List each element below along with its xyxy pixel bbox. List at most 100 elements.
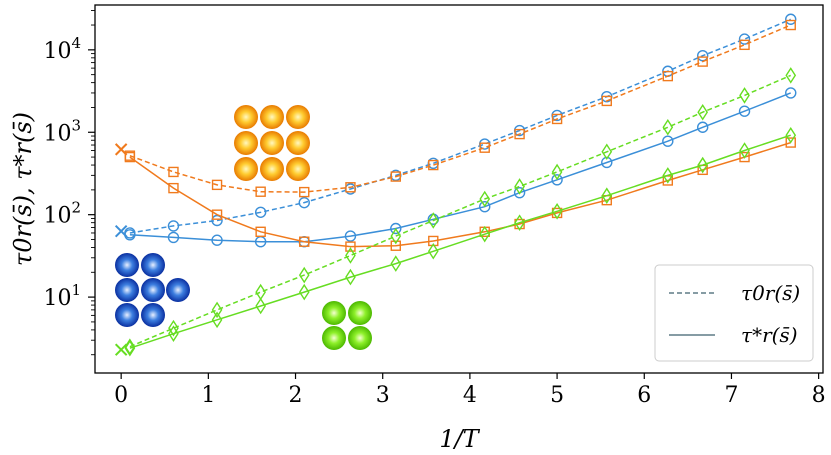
blue-particle <box>141 303 165 327</box>
series-green-dashed <box>124 67 797 356</box>
series-orange-dashed <box>124 19 796 198</box>
y-tick-label: 103 <box>43 116 81 146</box>
legend-label: τ0r(s̄) <box>741 281 800 305</box>
data-point-diamond <box>427 212 439 229</box>
y-tick-base: 10 <box>43 121 71 146</box>
x-tick-label: 0 <box>114 383 128 408</box>
orange-particle <box>234 105 258 129</box>
data-point-square <box>662 70 674 82</box>
x-tick-label: 6 <box>637 383 651 408</box>
data-point-square <box>299 236 310 247</box>
data-point-square <box>345 241 356 252</box>
series-line <box>129 134 791 349</box>
series-layer <box>114 13 797 357</box>
series-orange-solid <box>124 137 796 252</box>
blue-particle <box>115 253 139 277</box>
blue-particle <box>141 278 165 302</box>
data-point-circle <box>662 135 674 147</box>
data-point-square <box>739 39 750 51</box>
legend-box <box>654 264 814 362</box>
axis-labels: 1/T τ0r(s̄), τ*r(s̄) <box>9 112 481 453</box>
x-marker-stroke <box>114 343 128 356</box>
data-point-square <box>211 179 223 191</box>
x-marker-stroke <box>114 143 128 156</box>
data-point-square <box>390 171 401 182</box>
data-point-circle <box>254 206 267 218</box>
data-point-diamond <box>298 266 310 284</box>
data-point-square <box>785 137 796 148</box>
data-point-square <box>697 56 708 67</box>
y-tick-label: 101 <box>43 281 81 311</box>
data-point-diamond <box>390 255 402 272</box>
data-point-square <box>211 209 223 220</box>
data-point-circle <box>390 222 402 235</box>
data-point-circle <box>167 220 180 232</box>
data-point-square <box>479 142 490 153</box>
y-tick-exponent: 4 <box>71 34 81 52</box>
data-point-square <box>390 240 401 251</box>
data-point-diamond <box>298 283 310 301</box>
x-tick-label: 5 <box>550 383 564 408</box>
x-tick-label: 3 <box>376 383 390 408</box>
x-tick-label: 4 <box>463 383 477 408</box>
x-tick-label: 8 <box>812 383 826 408</box>
data-point-diamond <box>697 156 709 174</box>
data-point-diamond <box>601 143 613 161</box>
data-point-diamond <box>427 242 439 260</box>
data-point-diamond <box>785 67 797 84</box>
green-particle <box>322 326 346 350</box>
data-point-diamond <box>211 301 223 319</box>
x-tick-label: 7 <box>724 383 738 408</box>
y-tick-base: 10 <box>43 286 71 311</box>
data-point-diamond <box>345 247 356 264</box>
data-point-diamond <box>514 214 525 231</box>
particle-clusters <box>115 105 372 350</box>
data-point-diamond <box>785 126 797 144</box>
data-point-circle <box>211 234 223 246</box>
data-point-diamond <box>124 338 136 356</box>
x-marker-stroke <box>114 225 128 238</box>
plot-frame <box>94 4 824 374</box>
data-point-diamond <box>662 167 674 184</box>
x-axis-ticks: 0 1 2 3 4 5 6 7 8 <box>114 373 826 408</box>
data-point-diamond <box>662 118 674 136</box>
x-marker-blue <box>114 225 128 238</box>
data-point-diamond <box>255 283 266 301</box>
data-point-circle <box>344 230 357 242</box>
data-point-diamond <box>211 311 223 329</box>
orange-particle <box>234 131 258 155</box>
data-point-diamond <box>479 225 491 243</box>
y-tick-exponent: 2 <box>71 199 81 217</box>
data-point-diamond <box>697 103 709 121</box>
data-point-square <box>299 186 310 198</box>
data-point-circle <box>551 174 563 186</box>
series-line <box>129 141 791 248</box>
x-tick-label: 1 <box>201 383 215 408</box>
blue-particle <box>115 278 139 302</box>
series-blue-dashed <box>124 13 797 239</box>
y-tick-label: 104 <box>43 34 81 64</box>
x-tick-label: 2 <box>289 383 303 408</box>
legend: τ0r(s̄) τ*r(s̄) <box>654 264 814 362</box>
data-point-diamond <box>601 187 613 204</box>
series-green-solid <box>124 126 797 357</box>
blue-particle <box>141 253 165 277</box>
data-point-square <box>601 95 612 107</box>
data-point-circle <box>696 121 709 133</box>
data-point-circle <box>696 49 709 62</box>
green-particle <box>348 326 372 350</box>
orange-particle <box>286 105 310 129</box>
data-point-diamond <box>551 163 563 181</box>
y-tick-base: 10 <box>43 204 71 229</box>
data-point-diamond <box>124 339 136 357</box>
data-point-diamond <box>479 190 491 208</box>
blue-particle <box>115 303 139 327</box>
series-line <box>129 92 791 243</box>
data-point-diamond <box>739 142 750 159</box>
data-point-square <box>785 19 796 31</box>
green-particle <box>322 301 346 325</box>
orange-particle <box>260 105 284 129</box>
data-point-circle <box>785 13 797 25</box>
blue-particle <box>166 278 190 302</box>
